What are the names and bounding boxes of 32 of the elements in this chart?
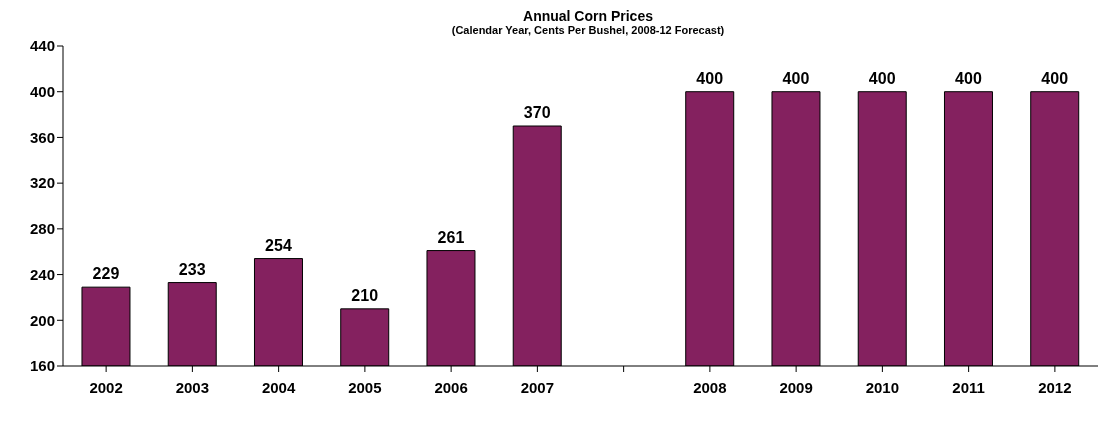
x-tick-label: 2004 <box>261 378 296 396</box>
y-tick-label: 200 <box>29 311 55 329</box>
x-tick-label: 2006 <box>434 378 468 396</box>
data-label: 400 <box>868 69 896 87</box>
x-tick-label: 2010 <box>865 378 900 396</box>
x-tick-label: 2005 <box>348 378 382 396</box>
x-tick-label: 2003 <box>175 378 210 396</box>
chart-subtitle: (Calendar Year, Cents Per Bushel, 2008-12 Forecast) <box>450 24 726 36</box>
x-tick-label: 2002 <box>89 378 123 396</box>
data-label: 233 <box>178 260 206 278</box>
data-label: 254 <box>265 236 292 254</box>
data-label: 210 <box>351 286 379 304</box>
y-tick-label: 320 <box>29 174 55 192</box>
x-tick-label: 2011 <box>952 378 985 396</box>
x-tick-label: 2007 <box>520 378 555 396</box>
data-label: 370 <box>523 104 551 121</box>
data-label: 400 <box>1041 69 1069 87</box>
y-tick-label: 280 <box>29 220 55 238</box>
y-tick-label: 240 <box>29 265 55 283</box>
data-label: 400 <box>955 69 982 87</box>
y-tick-label: 360 <box>29 128 55 146</box>
data-label: 400 <box>782 69 810 87</box>
y-tick-label: 160 <box>29 357 55 375</box>
x-tick-label: 2009 <box>779 378 813 396</box>
x-tick-label: 2012 <box>1038 378 1072 396</box>
chart-title: Annual Corn Prices <box>522 8 654 24</box>
data-label: 400 <box>696 69 724 87</box>
x-tick-label: 2008 <box>693 378 727 396</box>
y-tick-label: 400 <box>29 83 55 101</box>
data-label: 229 <box>92 265 120 283</box>
y-tick-label: 440 <box>29 37 55 55</box>
data-label: 261 <box>437 228 465 246</box>
